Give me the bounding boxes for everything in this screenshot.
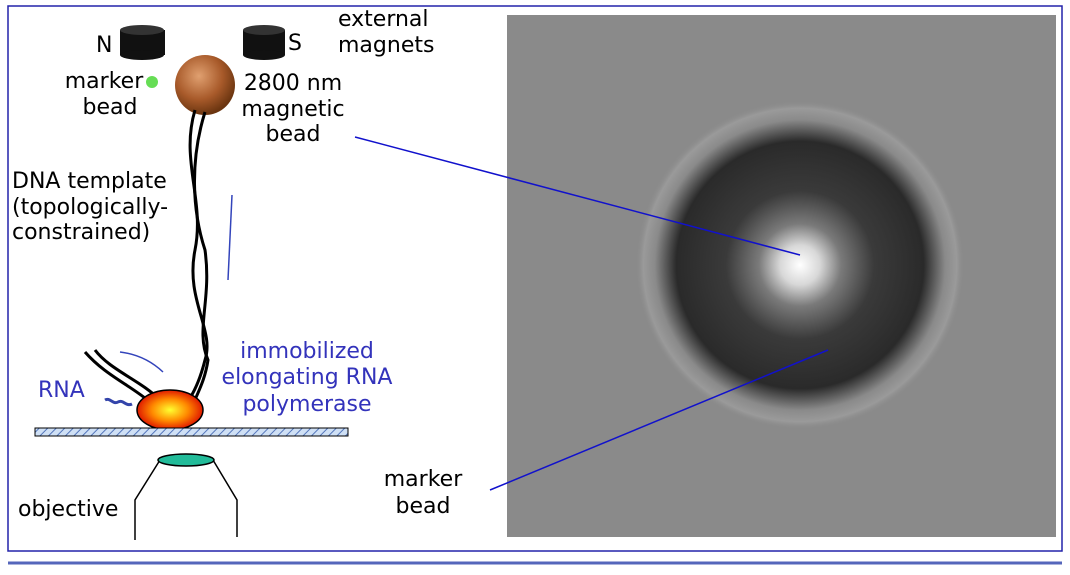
label: N [96,33,112,58]
label: immobilized [240,339,374,364]
label: marker [384,467,463,492]
label: DNA template [12,169,167,194]
label: constrained) [12,220,150,245]
label: bead [266,122,321,147]
surface [35,428,348,436]
rna-strand [105,399,132,404]
microscope-image [507,15,1056,537]
objective-lens [135,454,237,540]
magnetic-bead [175,55,235,115]
label: marker [65,69,144,94]
arrow-arc [120,352,163,372]
label: magnetic [241,97,344,122]
dna-strands [85,110,208,402]
label: bead [83,95,138,120]
polymerase [137,390,203,430]
label: bead [396,494,451,519]
label: elongating RNA [222,365,393,390]
slide: N S external magnets marker bead 2800 nm… [0,0,1070,571]
label: 2800 nm [244,71,342,96]
label: external [338,7,429,32]
label: objective [18,497,118,522]
axis-line [228,195,232,280]
label: RNA [38,378,85,403]
magnets [120,25,285,60]
label: S [288,31,302,56]
label: magnets [338,33,434,58]
marker-bead [146,76,158,88]
label: polymerase [242,392,371,417]
label: (topologically- [12,195,168,220]
